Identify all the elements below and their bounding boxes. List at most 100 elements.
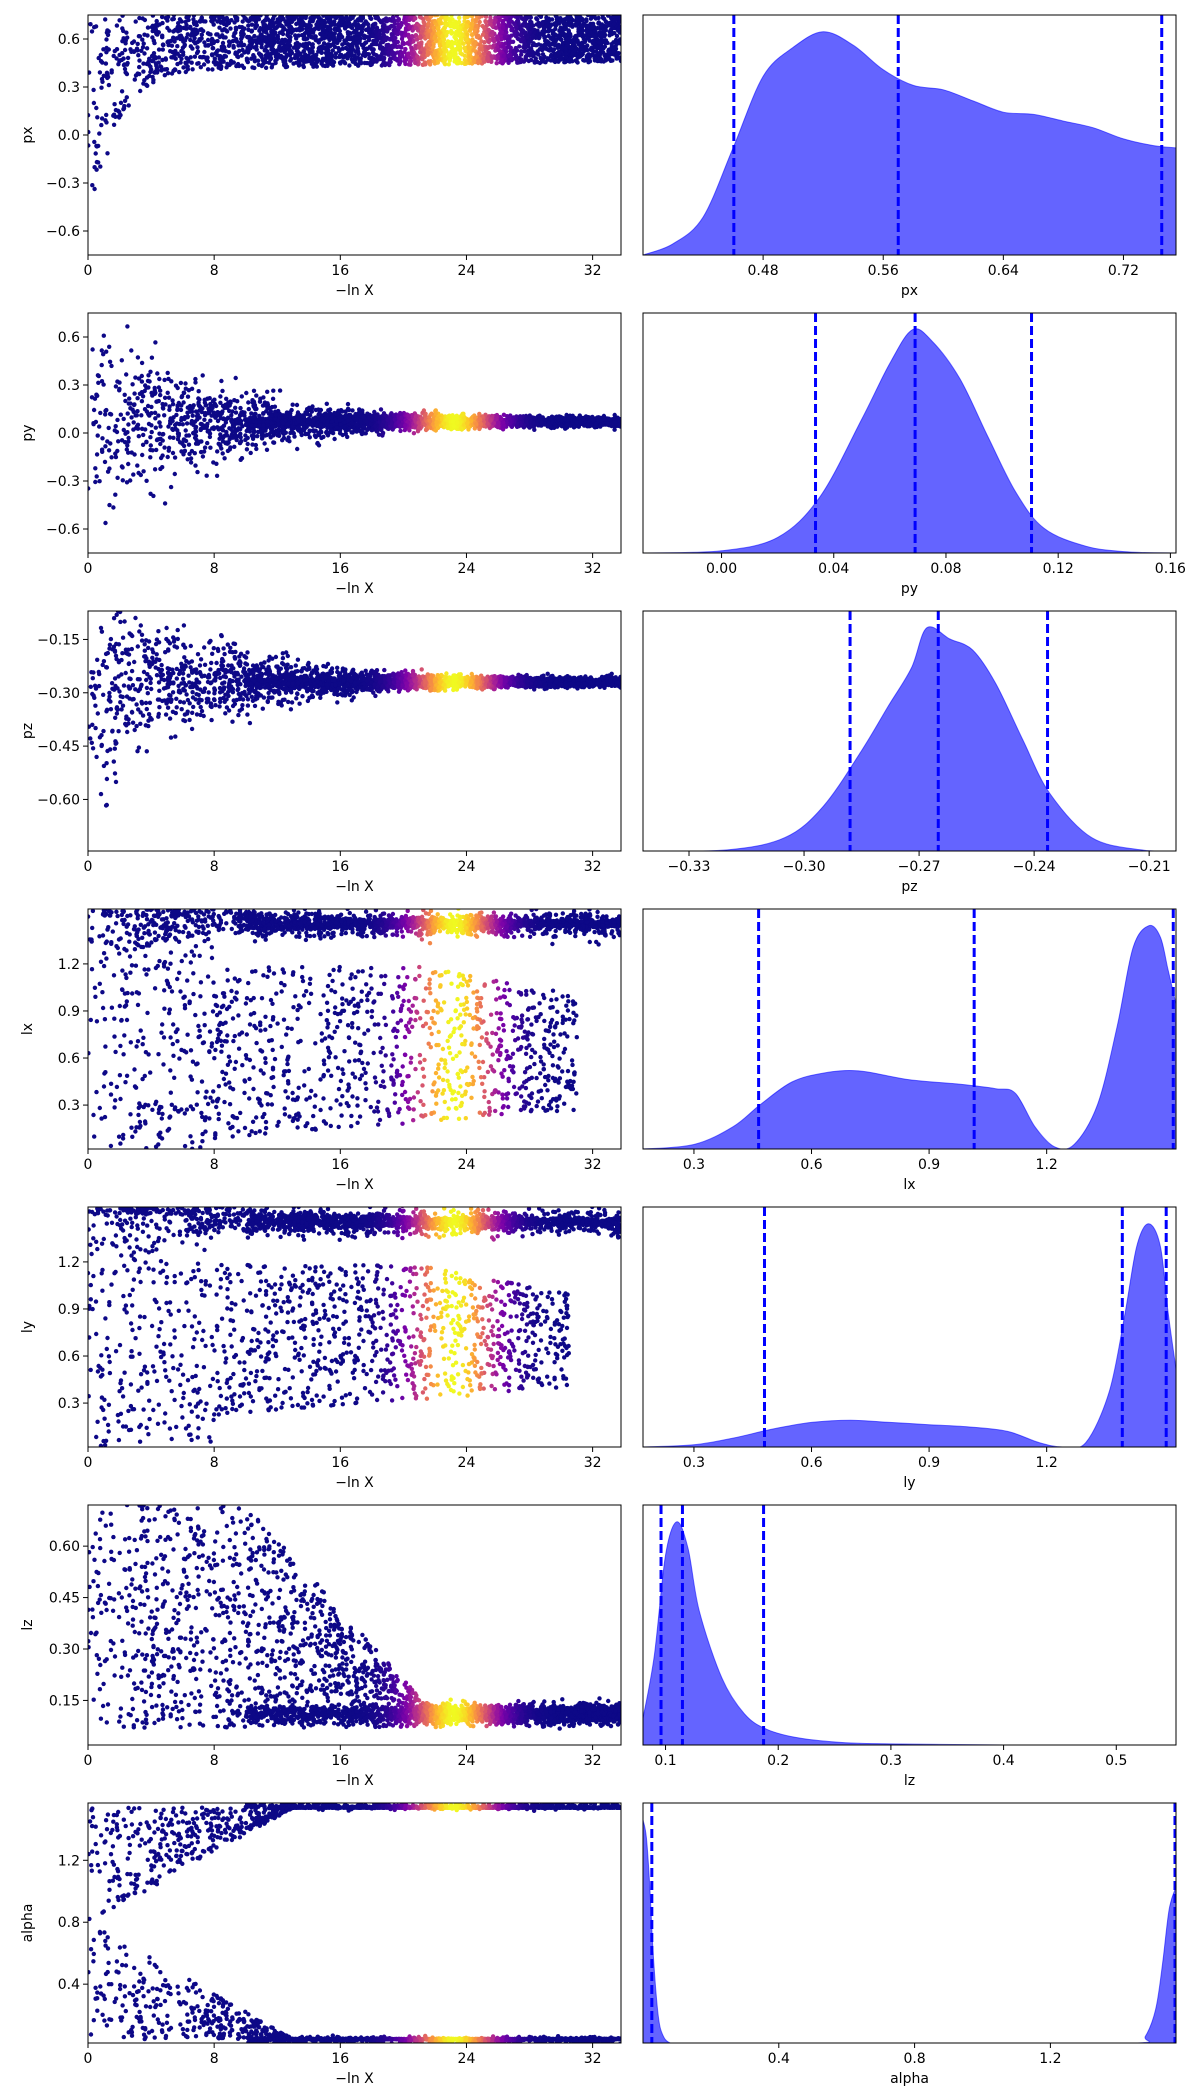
scatter-point: [537, 60, 543, 66]
scatter-point: [373, 29, 378, 34]
scatter-point: [527, 53, 532, 58]
scatter-point: [574, 15, 579, 18]
scatter-point: [314, 64, 319, 69]
scatter-point: [597, 52, 603, 57]
scatter-point: [506, 15, 511, 18]
scatter-point: [148, 435, 153, 440]
scatter-point: [149, 423, 154, 428]
scatter-point: [301, 64, 306, 70]
scatter-point: [587, 59, 593, 64]
scatter-point: [234, 63, 239, 69]
scatter-point: [570, 18, 576, 23]
scatter-point: [202, 49, 207, 55]
scatter-point: [309, 42, 314, 48]
scatter-point: [531, 42, 537, 47]
scatter-point: [429, 15, 434, 19]
scatter-point: [185, 414, 190, 419]
scatter-point: [409, 45, 414, 50]
x-tick-label: 0.56: [868, 263, 899, 279]
scatter-point: [91, 407, 97, 413]
scatter-point: [483, 15, 489, 19]
scatter-point: [117, 380, 122, 385]
scatter-point: [413, 16, 418, 21]
scatter-point: [100, 436, 105, 441]
scatter-point: [330, 48, 335, 53]
scatter-point: [188, 460, 194, 465]
scatter-point: [109, 363, 114, 369]
scatter-point: [154, 63, 159, 68]
scatter-point: [337, 54, 342, 60]
scatter-point: [588, 16, 594, 21]
scatter-point: [537, 47, 542, 52]
scatter-point: [349, 43, 354, 49]
scatter-point: [450, 41, 456, 46]
scatter-point: [211, 460, 216, 465]
scatter-point: [376, 432, 382, 437]
scatter-point: [413, 43, 418, 49]
scatter-point: [158, 455, 164, 461]
scatter-point: [362, 35, 367, 41]
scatter-point: [96, 55, 101, 61]
scatter-point: [155, 371, 160, 376]
scatter-point: [516, 15, 521, 19]
scatter-point: [249, 22, 255, 27]
scatter-point: [141, 469, 146, 474]
scatter-point: [149, 355, 155, 360]
scatter-point: [382, 17, 387, 22]
scatter-point: [126, 450, 131, 455]
scatter-point: [491, 43, 496, 48]
scatter-point: [171, 15, 177, 18]
scatter-point: [480, 32, 486, 37]
scatter-point: [193, 380, 198, 385]
scatter-point: [179, 34, 184, 40]
scatter-point: [170, 450, 176, 456]
scatter-point: [243, 433, 248, 438]
scatter-point: [526, 15, 531, 19]
scatter-point: [273, 428, 278, 434]
scatter-point: [609, 15, 614, 20]
x-tick-label: 0.64: [988, 263, 1019, 279]
scatter-point: [413, 25, 419, 31]
scatter-point: [104, 37, 109, 42]
scatter-point: [181, 443, 187, 449]
scatter-point: [205, 67, 211, 72]
scatter-point: [133, 19, 138, 24]
scatter-point: [307, 435, 312, 440]
scatter-point: [481, 56, 486, 61]
scatter-point: [486, 27, 491, 33]
scatter-point: [185, 57, 191, 62]
scatter-point: [407, 38, 413, 43]
scatter-point: [329, 61, 334, 67]
scatter-point: [246, 406, 251, 412]
scatter-point: [177, 28, 183, 33]
scatter-point: [443, 33, 449, 38]
scatter-point: [583, 33, 588, 38]
scatter-point: [501, 53, 506, 58]
scatter-point: [105, 151, 110, 156]
scatter-point: [506, 41, 512, 46]
scatter-point: [367, 30, 372, 35]
scatter-point: [239, 53, 244, 58]
scatter-point: [366, 52, 372, 57]
scatter-point: [254, 446, 259, 452]
scatter-point: [185, 457, 190, 462]
x-tick-label: 16: [331, 263, 349, 279]
scatter-point: [404, 57, 409, 62]
scatter-point: [543, 43, 548, 49]
scatter-point: [438, 18, 443, 23]
scatter-point: [237, 24, 242, 30]
scatter-point: [494, 61, 499, 66]
scatter-point: [352, 54, 357, 59]
scatter-point: [178, 407, 184, 413]
scatter-point: [113, 492, 118, 497]
scatter-point: [114, 23, 120, 28]
scatter-point: [99, 122, 104, 128]
scatter-point: [468, 53, 473, 59]
scatter-point: [262, 18, 268, 23]
scatter-point: [571, 37, 576, 43]
scatter-point: [437, 21, 443, 26]
scatter-point: [441, 41, 446, 46]
scatter-point: [112, 102, 117, 107]
scatter-point: [474, 15, 479, 18]
scatter-point: [173, 27, 178, 33]
